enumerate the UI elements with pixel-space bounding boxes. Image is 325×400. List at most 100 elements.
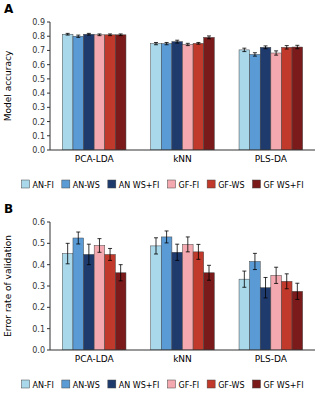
error-line — [156, 238, 157, 254]
error-cap — [196, 44, 200, 45]
error-cap — [285, 45, 289, 46]
legend-swatch — [207, 380, 215, 388]
error-bar — [119, 34, 123, 36]
y-tick-label: 0.2 — [32, 118, 45, 127]
legend-item: AN WS+FI — [108, 180, 160, 190]
error-cap — [207, 280, 211, 281]
error-cap — [87, 244, 91, 245]
y-tick-label: 0.1 — [32, 325, 45, 334]
error-bar — [154, 238, 158, 254]
error-cap — [242, 287, 246, 288]
legend-swatch — [207, 180, 215, 188]
error-line — [209, 36, 210, 39]
error-line — [276, 51, 277, 55]
error-cap — [175, 43, 179, 44]
legend-swatch — [22, 380, 30, 388]
error-cap — [97, 33, 101, 34]
bar — [292, 47, 303, 150]
error-cap — [108, 260, 112, 261]
bars — [62, 33, 302, 150]
error-cap — [186, 45, 190, 46]
bar — [204, 37, 215, 150]
legend-item: GF WS+FI — [253, 380, 304, 390]
bar — [161, 237, 172, 350]
legend-label: GF WS+FI — [264, 181, 304, 190]
error-bar — [207, 265, 211, 280]
error-bar — [165, 42, 169, 44]
error-bar — [87, 33, 91, 35]
y-tick-label: 0.3 — [32, 282, 45, 291]
y-tick-label: 0.5 — [32, 239, 45, 248]
error-cap — [175, 260, 179, 261]
y-tick-label: 0.4 — [32, 89, 45, 98]
legend-label: AN WS+FI — [119, 181, 160, 190]
error-cap — [295, 45, 299, 46]
legend-item: AN-WS — [62, 180, 100, 190]
error-bar — [186, 237, 190, 252]
legend-label: GF-WS — [218, 181, 244, 190]
error-cap — [264, 297, 268, 298]
legend-label: AN-FI — [33, 381, 54, 390]
error-line — [120, 265, 121, 281]
error-cap — [175, 244, 179, 245]
error-cap — [253, 56, 257, 57]
bar — [94, 35, 105, 150]
error-cap — [66, 243, 70, 244]
error-cap — [264, 48, 268, 49]
y-tick-label: 0.4 — [32, 261, 45, 270]
y-tick-label: 0.5 — [32, 75, 45, 84]
bar — [73, 238, 84, 350]
legend: AN-FIAN-WSAN WS+FIGF-FIGF-WSGF WS+FI — [22, 380, 304, 390]
error-cap — [285, 49, 289, 50]
legend-item: GF-FI — [167, 380, 199, 390]
bar — [281, 281, 292, 350]
legend-label: GF-FI — [178, 181, 199, 190]
legend-swatch — [167, 180, 175, 188]
legend-swatch — [253, 180, 261, 188]
bar — [105, 254, 116, 350]
error-cap — [253, 253, 257, 254]
error-line — [254, 53, 255, 56]
error-bar — [175, 244, 179, 260]
error-line — [177, 40, 178, 43]
error-bar — [264, 277, 268, 297]
error-cap — [119, 33, 123, 34]
y-tick-label: 0.9 — [32, 18, 45, 27]
legend: AN-FIAN-WSAN WS+FIGF-FIGF-WSGF WS+FI — [22, 180, 304, 190]
error-cap — [76, 243, 80, 244]
bar — [161, 44, 172, 150]
error-cap — [196, 259, 200, 260]
error-cap — [165, 242, 169, 243]
error-cap — [154, 42, 158, 43]
error-line — [265, 46, 266, 49]
error-line — [88, 244, 89, 264]
error-cap — [242, 48, 246, 49]
bar — [239, 50, 250, 150]
error-line — [99, 239, 100, 253]
bar — [183, 244, 194, 350]
legend-label: GF-WS — [218, 381, 244, 390]
error-cap — [196, 244, 200, 245]
error-line — [166, 231, 167, 243]
error-bar — [295, 283, 299, 299]
bar — [84, 34, 95, 150]
bar — [73, 36, 84, 150]
error-line — [297, 283, 298, 299]
error-cap — [87, 35, 91, 36]
error-cap — [97, 252, 101, 253]
bar — [193, 43, 204, 150]
chart-container: A0.00.10.20.30.40.50.60.70.80.9Model acc… — [0, 0, 325, 400]
y-tick-label: 0.3 — [32, 103, 45, 112]
error-cap — [154, 254, 158, 255]
legend-swatch — [108, 180, 116, 188]
error-cap — [154, 44, 158, 45]
error-line — [110, 248, 111, 260]
bar — [281, 47, 292, 150]
error-cap — [274, 55, 278, 56]
error-cap — [186, 236, 190, 237]
bar — [271, 275, 282, 350]
error-cap — [264, 277, 268, 278]
error-bar — [66, 243, 70, 263]
error-bar — [196, 244, 200, 259]
error-cap — [253, 269, 257, 270]
